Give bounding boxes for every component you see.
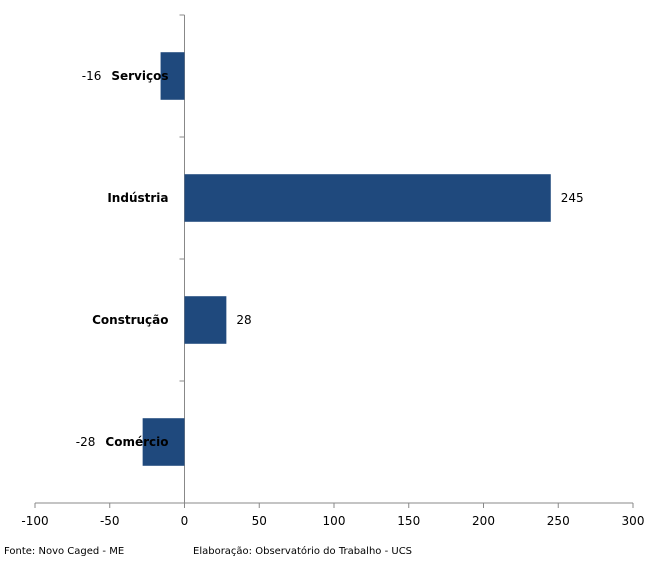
- category-label: Indústria: [107, 191, 168, 205]
- category-label: Serviços: [111, 69, 168, 83]
- source-note: Fonte: Novo Caged - ME: [4, 546, 125, 557]
- category-label: Construção: [92, 313, 168, 327]
- value-label: -16: [82, 69, 102, 83]
- x-tick-label: 300: [622, 514, 645, 528]
- x-tick-label: 200: [472, 514, 495, 528]
- x-tick-label: 0: [181, 514, 189, 528]
- bar: [184, 296, 227, 344]
- value-label: 245: [561, 191, 584, 205]
- x-tick-label: 50: [252, 514, 267, 528]
- x-tick-label: 250: [547, 514, 570, 528]
- value-label: -28: [76, 435, 96, 449]
- x-tick-label: -50: [100, 514, 120, 528]
- bar: [142, 418, 185, 466]
- bar: [184, 174, 551, 222]
- category-label: Comércio: [105, 435, 168, 449]
- x-tick-label: 100: [323, 514, 346, 528]
- value-label: 28: [236, 313, 251, 327]
- bar: [160, 52, 185, 100]
- x-tick-label: -100: [21, 514, 48, 528]
- bar-chart: -100 -50 0 50 100 150 200 250 300 Serviços -16 Indú…: [21, 14, 645, 528]
- credit-note: Elaboração: Observatório do Trabalho - U…: [193, 546, 413, 557]
- x-tick-label: 150: [397, 514, 420, 528]
